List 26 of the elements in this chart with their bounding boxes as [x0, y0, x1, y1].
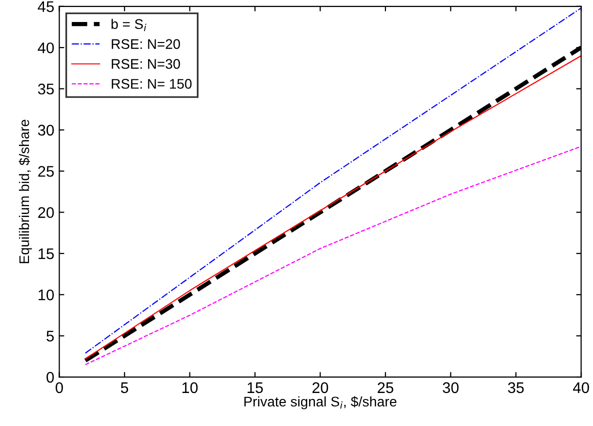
legend-label: RSE: N= 150 [112, 78, 192, 89]
y-tick-label: 10 [38, 290, 54, 300]
x-tick-label: 35 [508, 382, 524, 394]
x-tick-label: 30 [442, 382, 459, 394]
y-axis-title: Equilibrium bid, $/share [18, 120, 32, 264]
x-tick-label: 25 [378, 382, 394, 394]
x-tick-label: 40 [572, 382, 590, 394]
legend-label: RSE: N=30 [112, 59, 180, 69]
y-tick-label: 30 [38, 124, 54, 136]
y-tick-label: 5 [46, 330, 54, 342]
x-tick-label: 10 [182, 382, 198, 394]
x-tick-label: 5 [120, 382, 128, 394]
y-tick-label: 20 [38, 207, 54, 218]
legend-label: b = S$_{i}$ [112, 18, 146, 32]
x-tick-label: 20 [312, 382, 328, 394]
line-series [84, 146, 582, 366]
legend-label: RSE: N=20 [112, 39, 180, 49]
y-tick-label: 25 [38, 166, 54, 177]
y-tick-label: 0 [46, 372, 54, 383]
x-tick-label: 0 [56, 382, 63, 394]
y-tick-label: 40 [38, 42, 54, 54]
x-axis-title: Private signal S$_{i}$, $/share [244, 396, 396, 410]
y-tick-label: 35 [38, 84, 54, 94]
x-tick-label: 15 [248, 382, 263, 394]
y-tick-label: 45 [38, 1, 54, 12]
y-tick-label: 15 [38, 248, 54, 260]
